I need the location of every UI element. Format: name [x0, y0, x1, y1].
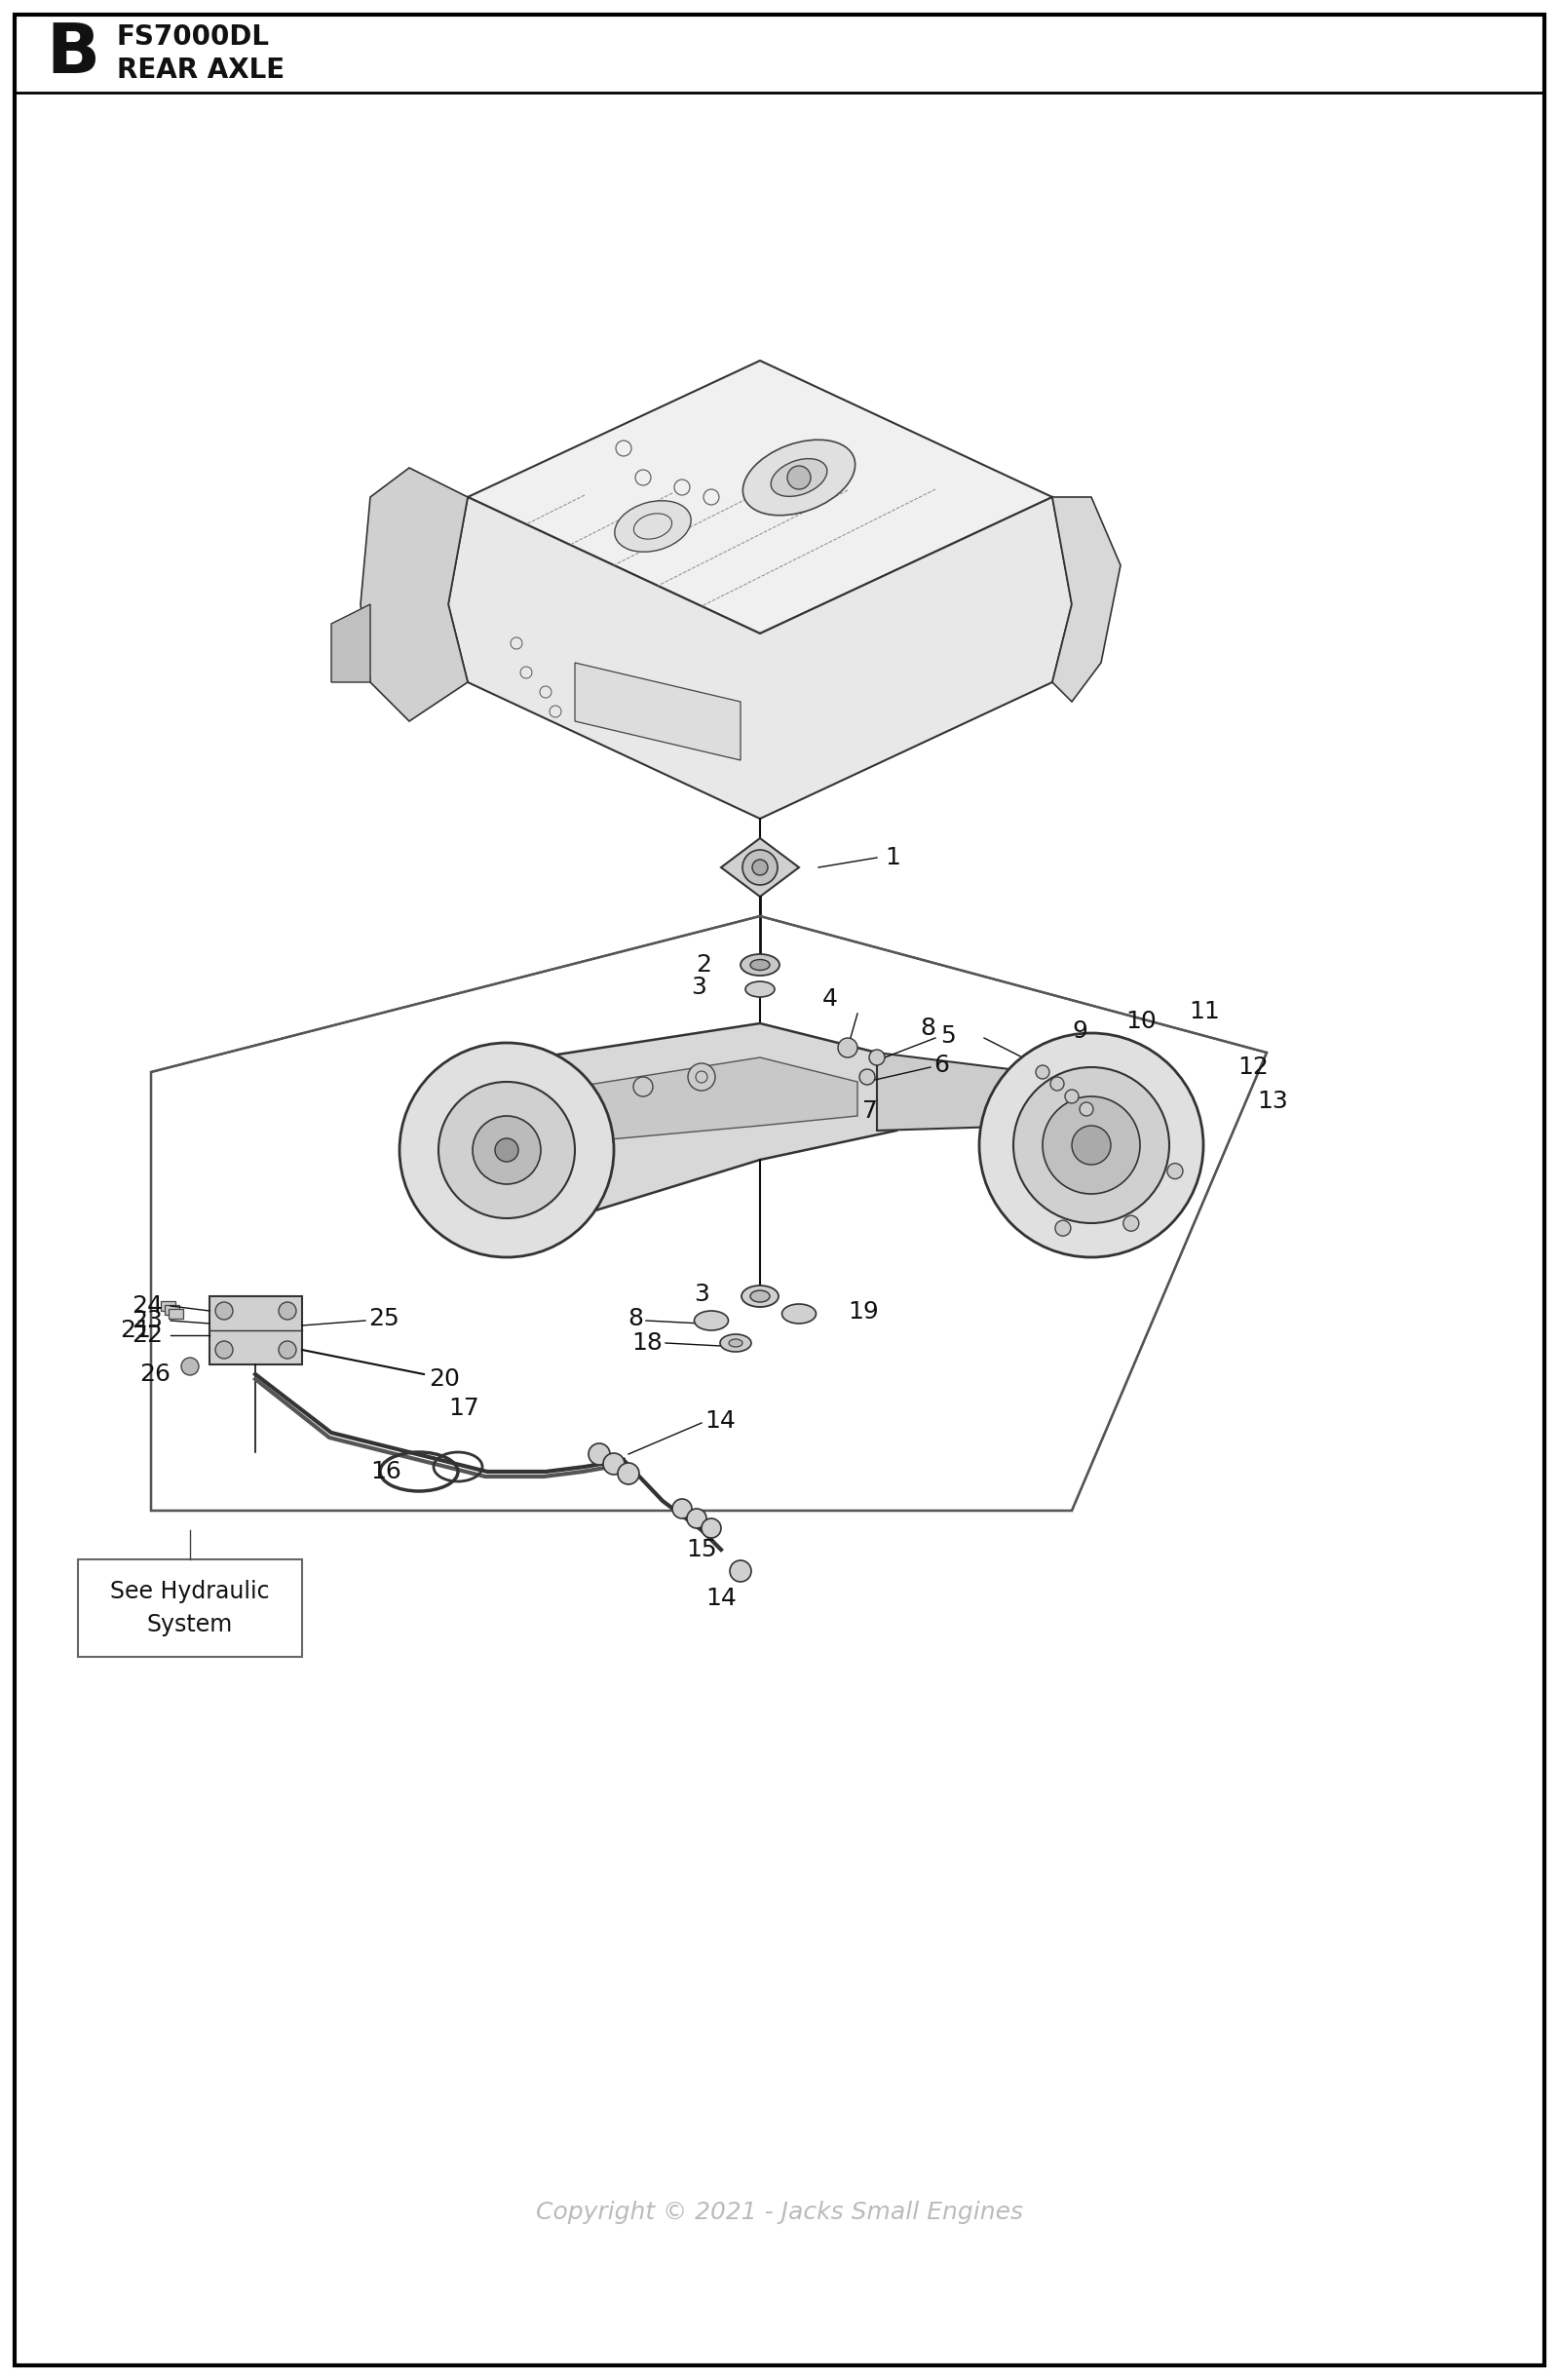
Circle shape	[730, 1561, 751, 1583]
Text: 14: 14	[705, 1409, 736, 1433]
Circle shape	[1079, 1102, 1093, 1116]
Circle shape	[787, 466, 811, 490]
Text: 11: 11	[1190, 1000, 1219, 1023]
Text: B: B	[47, 19, 100, 88]
Circle shape	[603, 1454, 625, 1476]
Circle shape	[279, 1340, 296, 1359]
Circle shape	[1073, 1126, 1110, 1164]
Polygon shape	[360, 469, 468, 721]
Ellipse shape	[783, 1304, 815, 1323]
Circle shape	[1013, 1066, 1169, 1223]
Polygon shape	[575, 662, 741, 759]
Ellipse shape	[745, 981, 775, 997]
Text: See Hydraulic
System: See Hydraulic System	[111, 1580, 270, 1635]
Ellipse shape	[741, 954, 780, 976]
Polygon shape	[507, 1023, 896, 1238]
Text: 8: 8	[627, 1307, 644, 1330]
Bar	[161, 1302, 175, 1311]
Circle shape	[438, 1083, 575, 1219]
Text: 10: 10	[1126, 1009, 1157, 1033]
Bar	[165, 1304, 179, 1314]
Circle shape	[589, 1442, 610, 1464]
Text: 21: 21	[120, 1319, 151, 1342]
Circle shape	[688, 1064, 716, 1090]
Circle shape	[742, 850, 778, 885]
Ellipse shape	[742, 440, 856, 516]
Text: 8: 8	[920, 1016, 935, 1040]
Circle shape	[859, 1069, 875, 1085]
Text: 5: 5	[940, 1023, 956, 1047]
Circle shape	[496, 1138, 518, 1161]
Ellipse shape	[742, 1285, 778, 1307]
Circle shape	[399, 1042, 614, 1257]
Text: 25: 25	[368, 1307, 399, 1330]
Circle shape	[839, 1038, 857, 1057]
Polygon shape	[1052, 497, 1121, 702]
Circle shape	[688, 1509, 706, 1528]
Bar	[14, 14, 1545, 93]
Text: 2: 2	[695, 952, 711, 976]
Polygon shape	[720, 838, 798, 897]
Polygon shape	[331, 605, 371, 683]
Text: 16: 16	[371, 1459, 401, 1483]
Text: 1: 1	[886, 845, 900, 869]
Circle shape	[633, 1076, 653, 1097]
Circle shape	[1168, 1164, 1183, 1178]
Text: 4: 4	[823, 988, 839, 1011]
Text: 3: 3	[691, 976, 706, 1000]
Text: 26: 26	[139, 1361, 170, 1385]
Ellipse shape	[614, 500, 691, 552]
Text: 13: 13	[1257, 1090, 1288, 1114]
Polygon shape	[546, 1057, 857, 1145]
Circle shape	[1051, 1076, 1063, 1090]
Circle shape	[1035, 1066, 1049, 1078]
Text: 23: 23	[131, 1309, 162, 1333]
Text: Copyright © 2021 - Jacks Small Engines: Copyright © 2021 - Jacks Small Engines	[536, 2202, 1023, 2223]
Bar	[168, 1309, 184, 1319]
Circle shape	[215, 1340, 232, 1359]
Text: 18: 18	[631, 1330, 663, 1354]
Circle shape	[1055, 1221, 1071, 1235]
Ellipse shape	[770, 459, 828, 497]
Ellipse shape	[750, 1290, 770, 1302]
Text: 19: 19	[848, 1299, 879, 1323]
Circle shape	[472, 1116, 541, 1185]
Polygon shape	[468, 362, 1052, 633]
Circle shape	[279, 1302, 296, 1319]
Circle shape	[617, 1464, 639, 1485]
Text: 7: 7	[862, 1100, 878, 1123]
Text: 12: 12	[1238, 1054, 1269, 1078]
Ellipse shape	[730, 1340, 742, 1347]
Text: 20: 20	[429, 1368, 460, 1390]
Text: 15: 15	[686, 1537, 717, 1561]
Circle shape	[979, 1033, 1204, 1257]
Circle shape	[1065, 1090, 1079, 1104]
Text: 24: 24	[131, 1295, 162, 1319]
Circle shape	[751, 859, 767, 876]
Circle shape	[672, 1499, 692, 1518]
Circle shape	[1043, 1097, 1140, 1195]
Polygon shape	[876, 1052, 1032, 1130]
Bar	[78, 1559, 302, 1656]
Polygon shape	[449, 497, 1073, 819]
Text: FS7000DL: FS7000DL	[117, 24, 270, 50]
Text: 17: 17	[449, 1397, 479, 1421]
Ellipse shape	[694, 1311, 728, 1330]
Circle shape	[181, 1357, 200, 1376]
Text: REAR AXLE: REAR AXLE	[117, 57, 285, 83]
Circle shape	[215, 1302, 232, 1319]
Circle shape	[870, 1050, 886, 1066]
Text: 9: 9	[1073, 1019, 1087, 1042]
Circle shape	[702, 1518, 720, 1537]
Ellipse shape	[720, 1335, 751, 1352]
Text: 3: 3	[694, 1283, 709, 1307]
Text: 14: 14	[706, 1587, 736, 1609]
Bar	[209, 1297, 302, 1364]
Circle shape	[1124, 1216, 1140, 1230]
Text: 22: 22	[131, 1323, 162, 1347]
Text: 6: 6	[934, 1054, 949, 1076]
Ellipse shape	[750, 959, 770, 971]
